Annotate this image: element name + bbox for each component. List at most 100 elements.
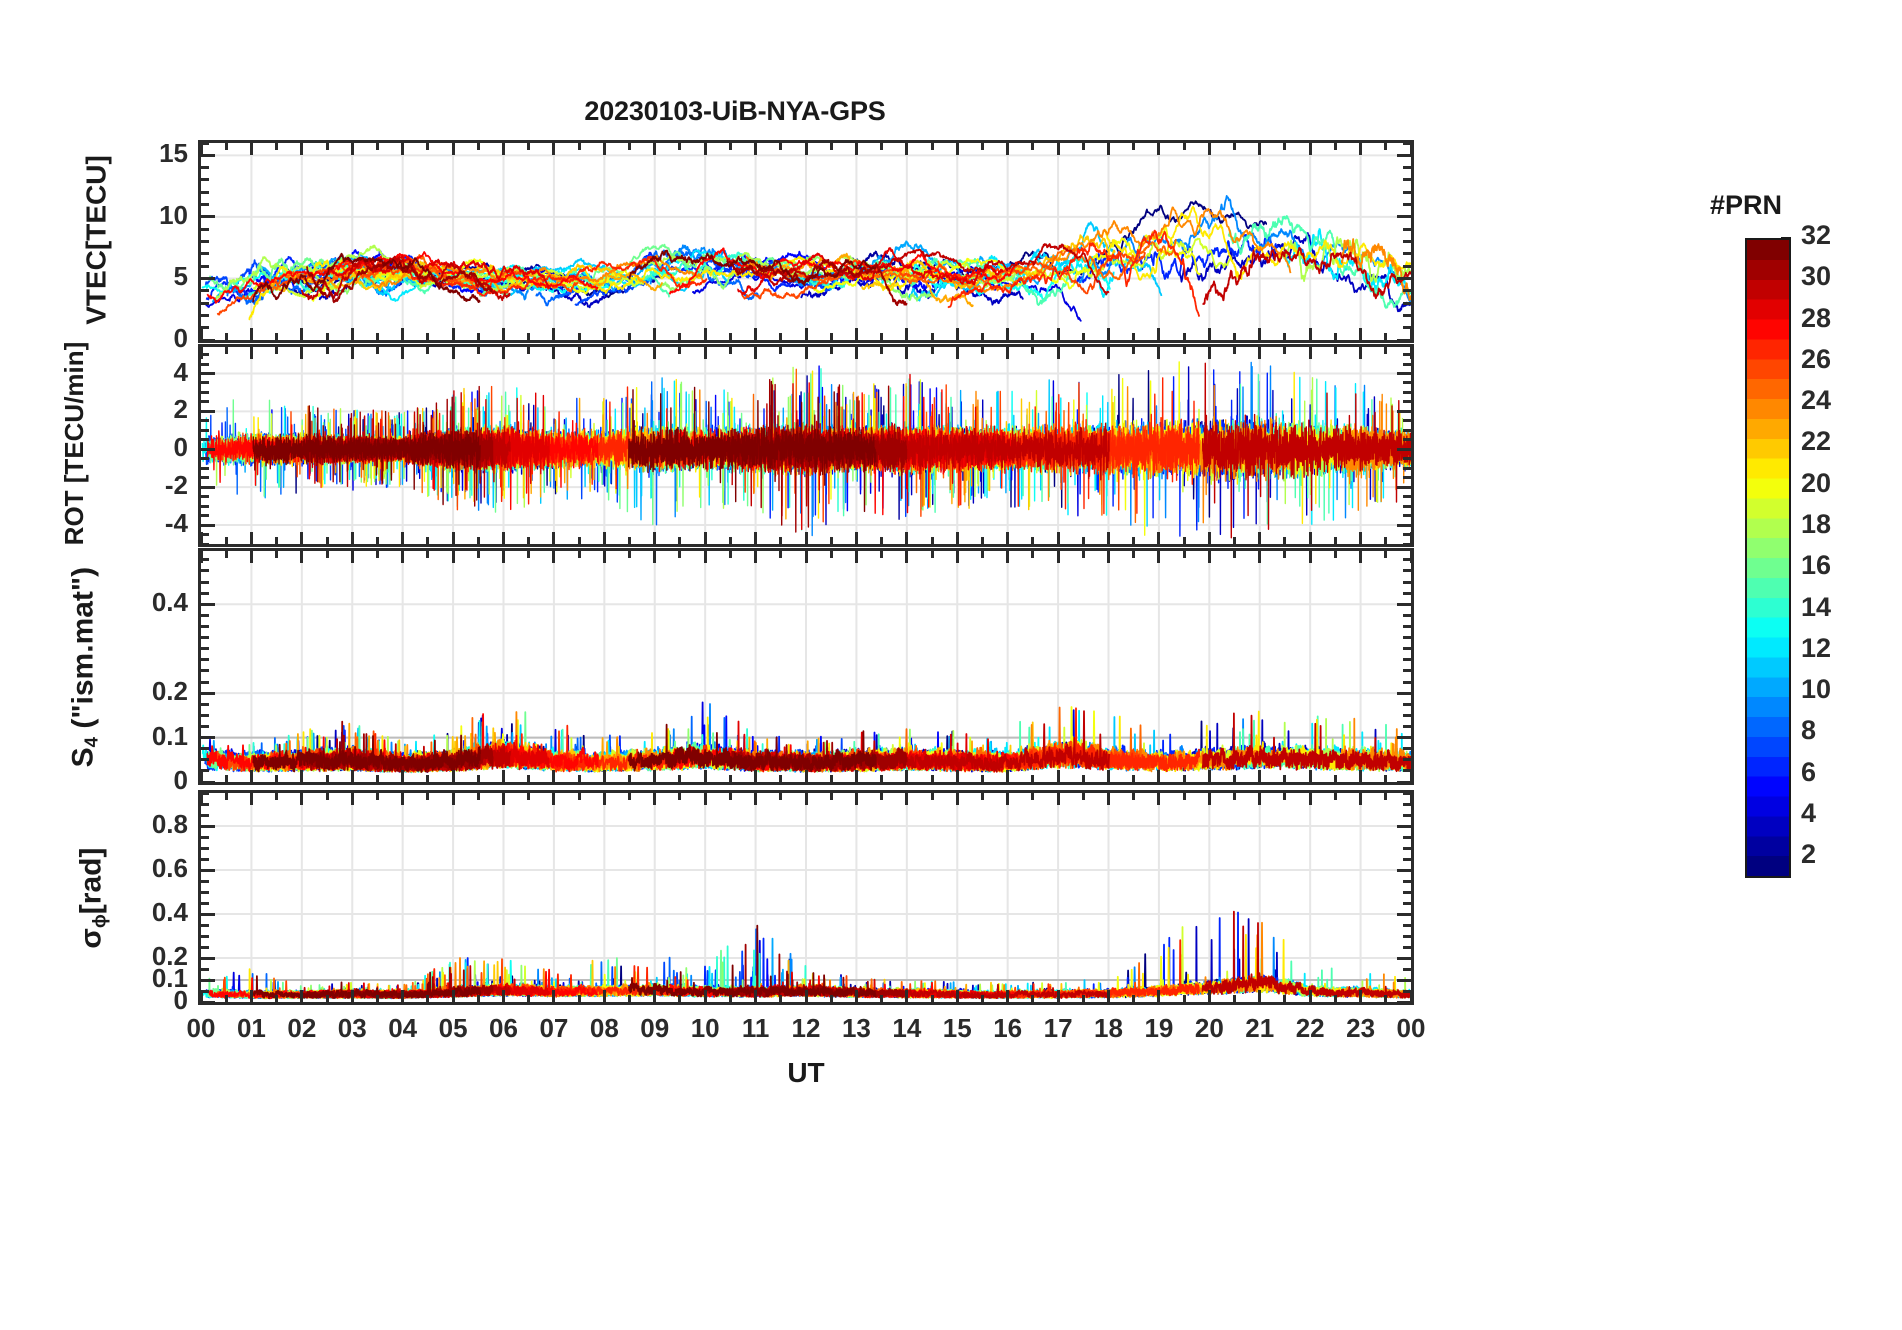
axis-tick [350, 770, 354, 782]
axis-tick [350, 990, 354, 1002]
axis-tick [201, 680, 209, 684]
axis-tick [249, 143, 253, 155]
axis-tick [829, 347, 833, 354]
axis-tick [275, 143, 279, 150]
axis-tick [224, 333, 228, 340]
axis-tick [1157, 990, 1161, 1002]
axis-tick [1031, 537, 1035, 544]
axis-tick [930, 347, 934, 354]
axis-tick [1397, 824, 1411, 828]
axis-tick [955, 532, 959, 544]
axis-tick [552, 347, 556, 359]
axis-tick [476, 775, 480, 782]
axis-tick [1403, 591, 1411, 595]
axis-tick [350, 143, 354, 155]
axis-tick [1409, 143, 1413, 155]
axis-tick [1384, 537, 1388, 544]
x-tick-label: 11 [741, 1013, 770, 1043]
axis-tick [905, 793, 909, 805]
axis-tick [1132, 793, 1136, 800]
axis-tick [1132, 995, 1136, 1002]
axis-tick [1207, 990, 1211, 1002]
axis-tick [325, 793, 329, 800]
y-tick-label: 0 [173, 323, 188, 353]
axis-tick [1308, 551, 1312, 563]
axis-tick [1359, 770, 1363, 782]
axis-tick [300, 990, 304, 1002]
axis-tick [905, 990, 909, 1002]
axis-tick [401, 551, 405, 563]
y-tick-label: 0.4 [151, 897, 188, 927]
axis-tick [728, 537, 732, 544]
colorbar-tick-label: 26 [1801, 343, 1832, 374]
axis-tick [1409, 990, 1413, 1002]
axis-tick [653, 990, 657, 1002]
axis-tick [1403, 802, 1411, 806]
axis-tick [451, 347, 455, 359]
axis-tick [955, 793, 959, 805]
axis-tick [1233, 347, 1237, 354]
prn-trace [252, 734, 481, 773]
x-tick-label: 17 [1043, 1013, 1073, 1043]
axis-tick [201, 857, 209, 861]
axis-tick [201, 400, 209, 404]
axis-tick [201, 625, 209, 629]
axis-tick [527, 537, 531, 544]
prn-trace [1201, 362, 1411, 539]
axis-tick [325, 333, 329, 340]
axis-tick [201, 313, 209, 317]
axis-tick [1403, 240, 1411, 243]
axis-tick [201, 967, 209, 971]
axis-tick [201, 569, 209, 573]
axis-tick [905, 551, 909, 563]
colorbar-tick-label: 30 [1801, 261, 1832, 292]
axis-tick [201, 835, 209, 839]
axis-tick [980, 775, 984, 782]
colorbar-tick-label: 28 [1801, 302, 1832, 333]
axis-tick [1132, 333, 1136, 340]
axis-tick [653, 551, 657, 563]
axis-tick [804, 551, 808, 563]
axis-tick [728, 551, 732, 558]
axis-tick [375, 793, 379, 800]
axis-tick [199, 328, 203, 340]
prn-trace [627, 924, 877, 998]
axis-tick [1359, 347, 1363, 359]
axis-tick [224, 347, 228, 354]
x-tick-label: 00 [186, 1013, 216, 1043]
axis-tick [1031, 793, 1035, 800]
axis-tick [1157, 143, 1161, 155]
x-tick-label: 22 [1295, 1013, 1325, 1043]
axis-tick [1403, 476, 1411, 480]
axis-tick [602, 793, 606, 805]
axis-tick [375, 537, 379, 544]
axis-tick [1182, 551, 1186, 558]
colorbar-tick-label: 6 [1801, 756, 1817, 787]
axis-tick [199, 532, 203, 544]
axis-tick [653, 793, 657, 805]
axis-tick [201, 945, 209, 949]
axis-tick [552, 990, 556, 1002]
axis-tick [1283, 347, 1287, 354]
axis-tick [552, 532, 556, 544]
axis-tick [1403, 658, 1411, 662]
axis-tick [1081, 995, 1085, 1002]
axis-tick [854, 551, 858, 563]
axis-tick [249, 551, 253, 563]
axis-tick [201, 495, 209, 499]
y-tick-label: 2 [173, 394, 188, 425]
axis-tick [1233, 551, 1237, 558]
axis-tick [930, 333, 934, 340]
axis-tick [955, 143, 959, 155]
axis-tick [1081, 551, 1085, 558]
axis-tick [728, 775, 732, 782]
axis-tick [1258, 347, 1262, 359]
axis-tick [678, 995, 682, 1002]
axis-tick [1207, 551, 1211, 563]
axis-tick [1403, 945, 1411, 949]
axis-tick [350, 532, 354, 544]
axis-tick [577, 995, 581, 1002]
axis-tick [1403, 428, 1411, 432]
x-tick-label: 20 [1194, 1013, 1224, 1043]
axis-tick [1056, 551, 1060, 563]
